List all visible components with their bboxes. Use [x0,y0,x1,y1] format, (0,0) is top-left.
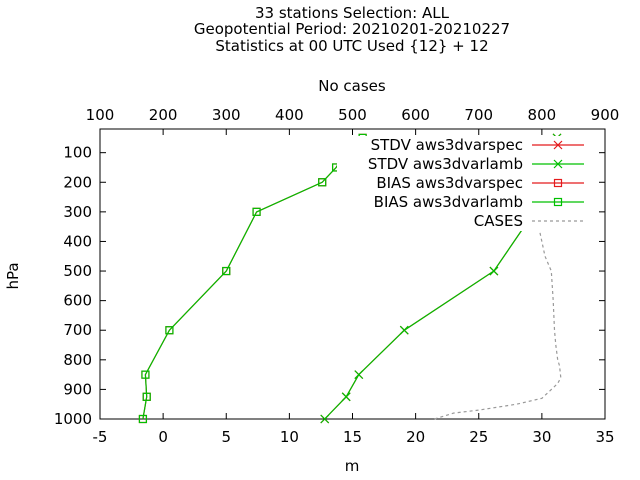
data-point [252,207,261,216]
y-tick-label: 1000 [54,410,92,428]
data-point [489,266,499,276]
data-point [222,266,231,276]
legend-entry: BIAS aws3dvarspec [376,174,584,192]
y-tick-label: 300 [63,203,92,221]
x2-tick-label: 100 [86,106,115,124]
x2-tick-label: 200 [149,106,178,124]
x2-tick-label: 300 [212,106,241,124]
x2-axis-label: No cases [318,77,386,95]
data-point [399,325,409,335]
y-tick-label: 500 [63,262,92,280]
y-axis-label: hPa [4,262,22,289]
legend-label: BIAS aws3dvarspec [376,174,523,192]
data-point [165,326,174,335]
x-tick-label: 10 [280,428,299,446]
x-tick-label: 15 [343,428,362,446]
series-2 [138,133,367,424]
legend-marker [553,159,563,169]
legend-label: CASES [474,212,523,230]
x-tick-label: 35 [595,428,614,446]
y-tick-label: 800 [63,351,92,369]
data-point [318,178,327,187]
legend-label: BIAS aws3dvarlamb [374,193,523,211]
y-tick-label: 100 [63,144,92,162]
series-line-2 [142,137,363,420]
x-tick-label: 20 [406,428,425,446]
x2-tick-label: 900 [591,106,620,124]
x2-tick-label: 700 [464,106,493,124]
y-tick-label: 600 [63,292,92,310]
y-tick-label: 200 [63,173,92,191]
legend-marker [553,140,563,150]
legend-marker [553,178,563,188]
series-4 [434,211,562,420]
x2-tick-label: 400 [275,106,304,124]
series-3 [138,133,367,424]
data-point [320,414,330,424]
legend-marker [553,197,563,207]
x2-tick-label: 500 [338,106,367,124]
data-point [341,392,351,402]
title-line-2: Geopotential Period: 20210201-20210227 [194,20,510,38]
legend-entry: STDV aws3dvarspec [371,136,584,154]
legend-entry: STDV aws3dvarlamb [368,155,584,173]
legend-entry: CASES [474,212,584,230]
y-tick-label: 900 [63,380,92,398]
data-point [138,414,148,424]
legend-label: STDV aws3dvarspec [371,136,523,154]
x2-tick-label: 600 [401,106,430,124]
x-tick-label: 0 [158,428,168,446]
x-tick-label: 25 [469,428,488,446]
x2-tick-label: 800 [528,106,557,124]
x-axis-label: m [345,457,360,475]
x-tick-label: -5 [93,428,108,446]
chart-title: 33 stations Selection: ALL Geopotential … [194,4,510,55]
x-tick-label: 30 [532,428,551,446]
title-line-1: 33 stations Selection: ALL [255,4,450,22]
x-tick-label: 5 [221,428,231,446]
series-line-4 [434,211,562,420]
data-point [141,370,150,379]
legend-entry: BIAS aws3dvarlamb [374,193,584,211]
data-point [142,392,151,401]
legend-label: STDV aws3dvarlamb [368,155,523,173]
data-point [354,370,364,380]
y-tick-label: 400 [63,232,92,250]
title-line-3: Statistics at 00 UTC Used {12} + 12 [215,37,488,55]
series-line-3 [142,137,363,420]
axis-ticks: -5 0 5 10 15 20 25 30 35 100 200 300 400 500 600 700 800… [54,106,620,446]
y-tick-label: 700 [63,321,92,339]
